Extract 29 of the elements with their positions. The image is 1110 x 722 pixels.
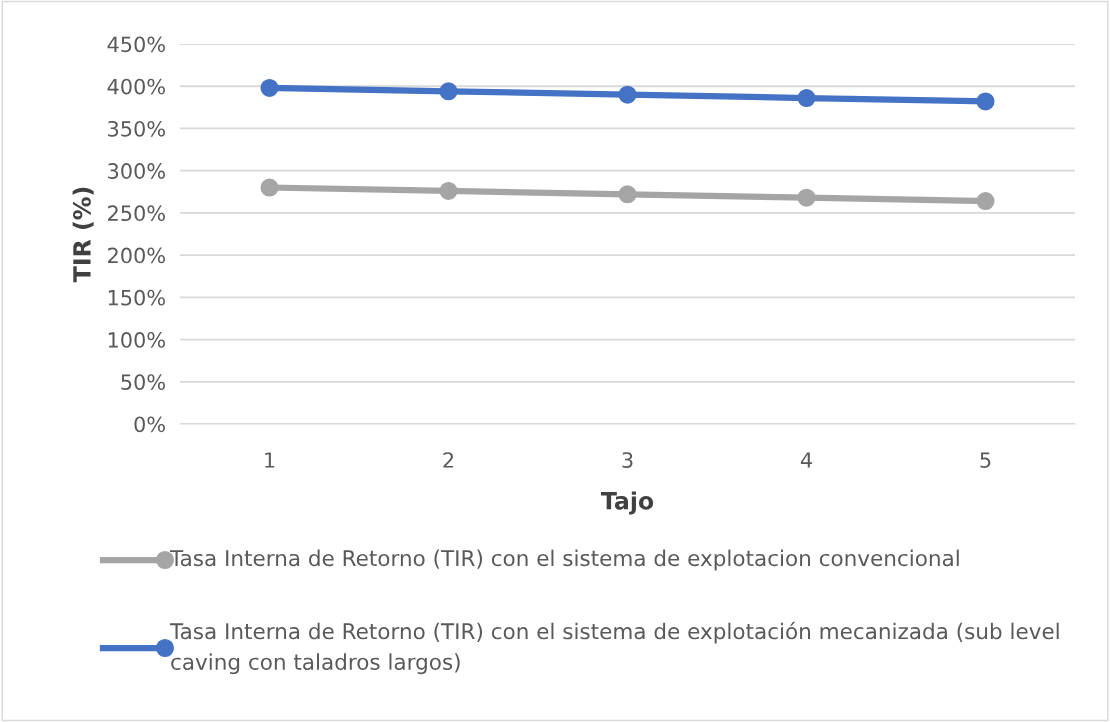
y-tick-label: 200% xyxy=(108,247,165,264)
point xyxy=(439,82,458,101)
x-tick-label: 4 xyxy=(800,452,812,468)
legend-label: Tasa Interna de Retorno (TIR) con el sistema de explotacion convencional xyxy=(169,549,959,571)
point xyxy=(618,85,637,104)
point xyxy=(439,181,458,200)
x-tick-label: 3 xyxy=(622,452,633,468)
y-tick-label: 0% xyxy=(134,416,165,433)
point xyxy=(260,78,279,97)
x-axis-title: Tajo xyxy=(600,491,654,515)
point xyxy=(618,185,637,204)
x-tick-label: 2 xyxy=(443,452,454,468)
y-tick-label: 250% xyxy=(108,205,165,222)
y-tick-label: 450% xyxy=(107,36,165,53)
y-axis-title: TIR (%) xyxy=(72,187,94,283)
point xyxy=(976,192,995,211)
y-tick-label: 300% xyxy=(108,163,165,179)
y-tick-label: 400% xyxy=(107,78,165,95)
point xyxy=(260,178,279,197)
point xyxy=(797,89,816,108)
y-tick-label: 100% xyxy=(108,332,165,348)
y-tick-label: 350% xyxy=(108,120,165,137)
point xyxy=(797,188,816,207)
x-tick-label: 1 xyxy=(265,452,275,468)
legend-label: Tasa Interna de Retorno (TIR) con el sistema de explotación mecanizada (sub level caving con taladros largos) xyxy=(169,621,1059,675)
y-tick-label: 150% xyxy=(108,289,165,306)
y-tick-label: 50% xyxy=(121,374,165,390)
x-tick-label: 5 xyxy=(980,452,991,468)
point xyxy=(976,92,995,111)
